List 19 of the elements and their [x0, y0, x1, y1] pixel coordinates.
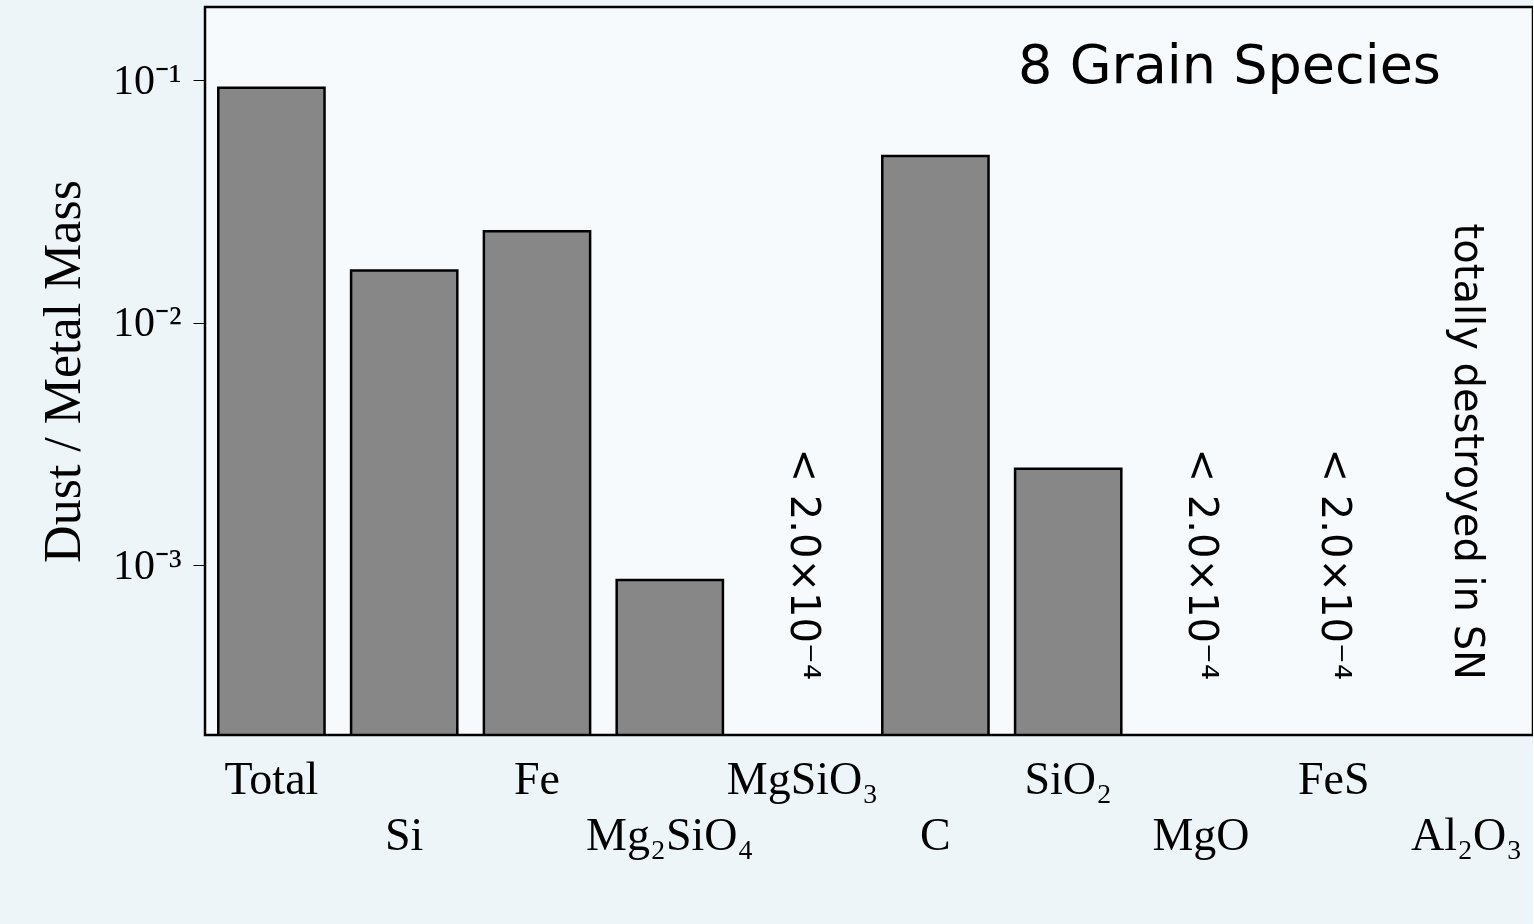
y-tick-label: 10⁻³	[112, 541, 182, 588]
x-tick-label: FeS	[1298, 752, 1370, 804]
y-axis-title: Dust / Metal Mass	[33, 180, 91, 563]
x-tick-label: Total	[224, 752, 319, 804]
x-tick-label: Mg₂SiO₄	[586, 808, 754, 860]
x-tick-label: Si	[385, 808, 424, 860]
y-tick-label: 10⁻¹	[112, 56, 182, 103]
annotation: totally destroyed in SN	[1445, 223, 1492, 680]
x-tick-label: SiO₂	[1024, 752, 1113, 804]
x-tick-label: Al₂O₃	[1410, 808, 1523, 860]
x-tick-label: MgO	[1152, 808, 1250, 860]
annotation: < 2.0×10⁻⁴	[1312, 448, 1359, 680]
x-tick-label: C	[920, 808, 951, 860]
x-tick-label: Fe	[514, 752, 560, 804]
y-tick-label: 10⁻²	[112, 299, 182, 346]
annotation: < 2.0×10⁻⁴	[1180, 448, 1226, 680]
annotation: 8 Grain Species	[1018, 33, 1441, 96]
annotation: < 2.0×10⁻⁴	[781, 448, 828, 680]
x-tick-label: MgSiO₃	[726, 752, 879, 804]
